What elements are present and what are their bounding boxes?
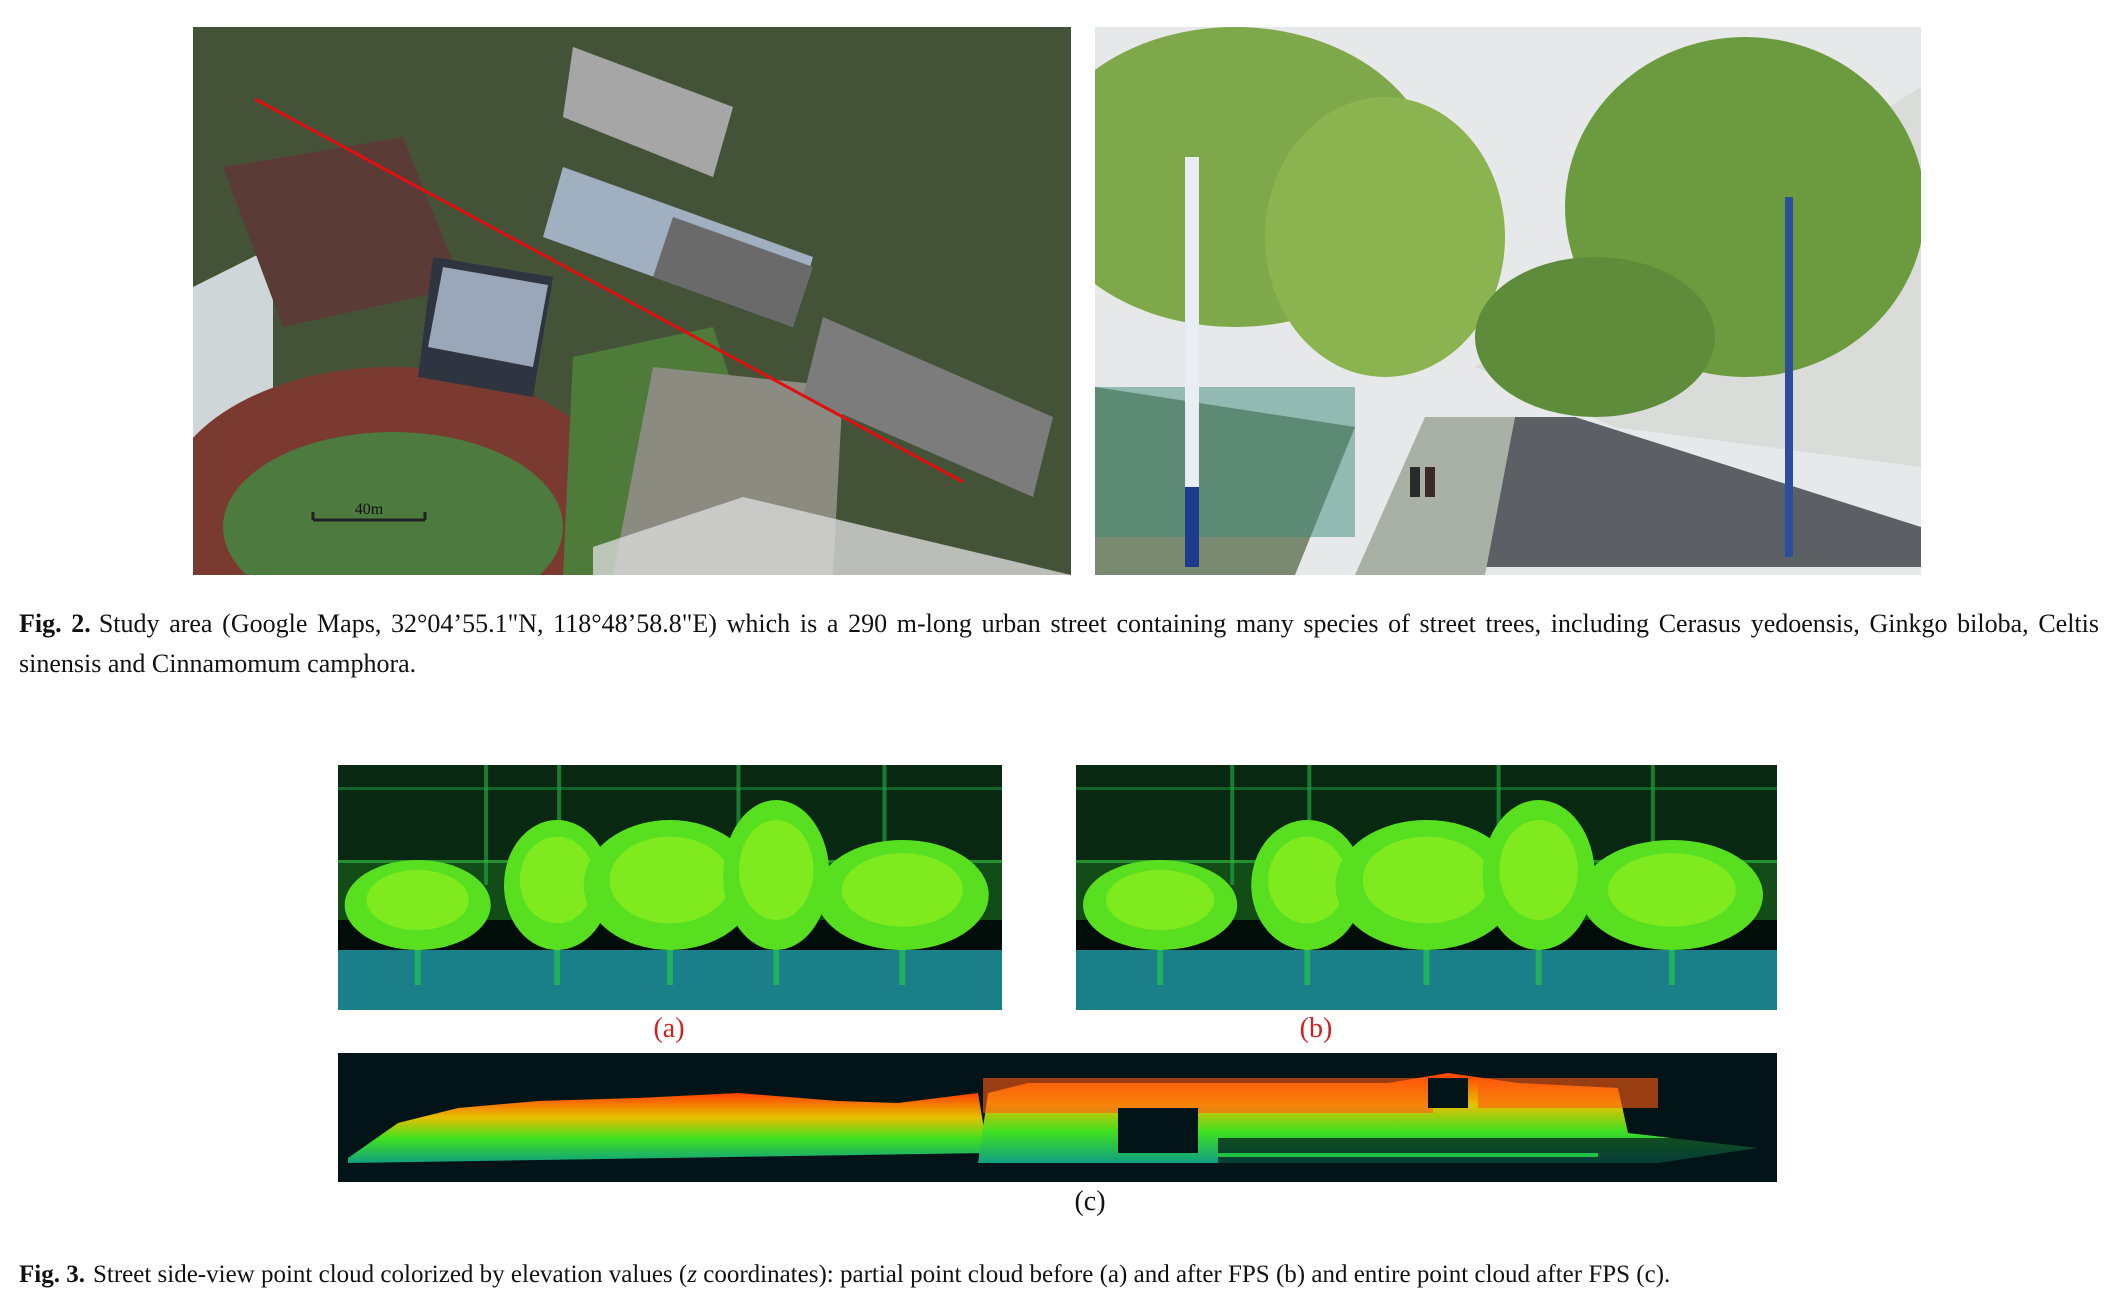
- panel-label: (a): [653, 1013, 685, 1044]
- panel-label: (b): [1299, 1013, 1333, 1044]
- street-photo: [1095, 27, 1921, 575]
- point-cloud-b: [1076, 765, 1777, 1010]
- caption-text: Street side-view point cloud colorized b…: [92, 1261, 688, 1288]
- caption-italic: z: [687, 1261, 697, 1288]
- panel-label: (c): [1074, 1186, 1106, 1217]
- point-cloud-c: [338, 1053, 1777, 1182]
- caption-text: coordinates): partial point cloud before…: [696, 1261, 1671, 1288]
- point-cloud-a: [338, 765, 1002, 1010]
- figure2-caption: Fig. 2. Study area (Google Maps, 32°04’55…: [19, 604, 2099, 684]
- figure3-caption: Fig. 3. Street side-view point cloud colo…: [19, 1255, 2099, 1295]
- caption-text: Study area (Google Maps, 32°04’55.1"N, 1…: [19, 609, 2099, 678]
- scale-label: 40m: [355, 501, 384, 518]
- caption-label: Fig. 3.: [19, 1261, 85, 1288]
- satellite-image: 40m: [193, 27, 1071, 575]
- caption-label: Fig. 2.: [19, 609, 91, 638]
